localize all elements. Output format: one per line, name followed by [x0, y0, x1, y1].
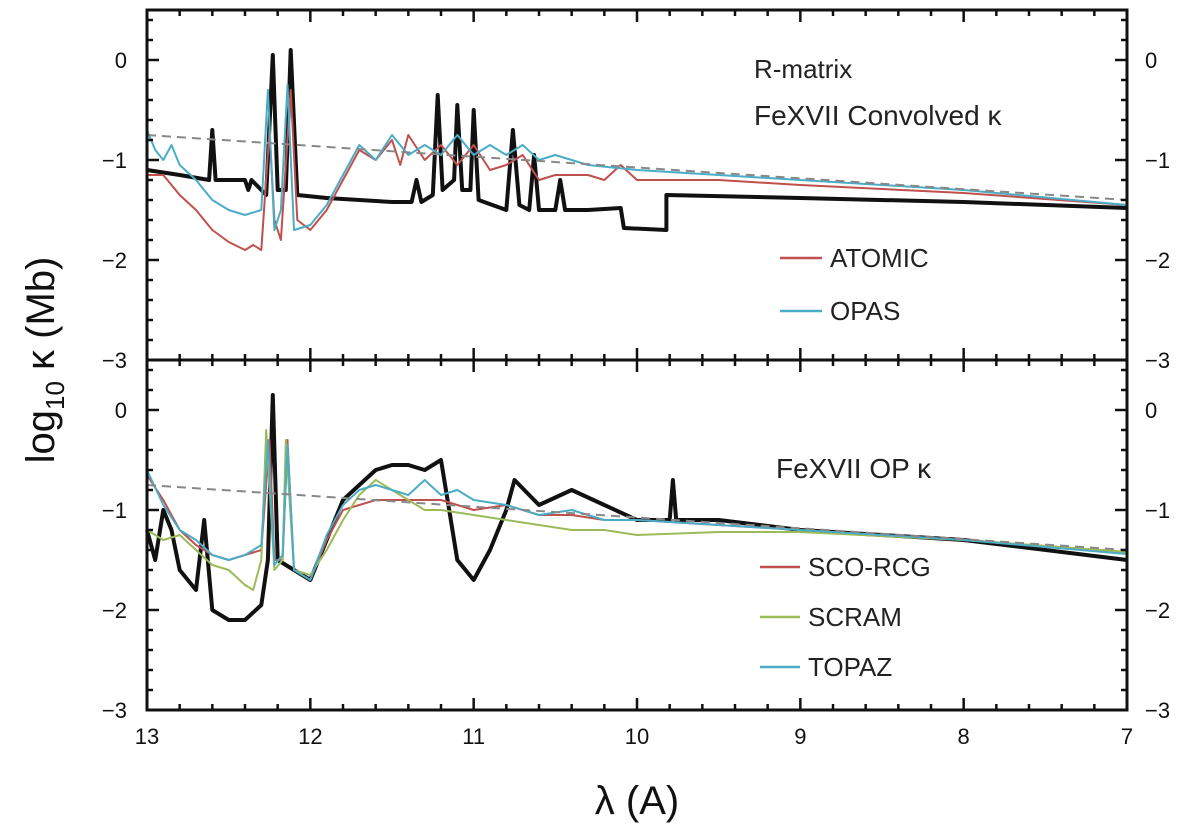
y-tick-label-left: 0	[115, 398, 127, 423]
y-tick-label-left: −1	[102, 148, 127, 173]
series-line-reference-p1	[146, 484, 1128, 551]
legend-bottom: SCO-RCG SCRAM TOPAZ	[760, 552, 931, 682]
y-tick-label-right: −2	[1145, 248, 1170, 273]
y-tick-label-left: −1	[102, 498, 127, 523]
top-panel-frame	[145, 8, 1129, 362]
series-line-atomic-p0	[147, 89, 1128, 251]
y-tick-label-right: −2	[1145, 598, 1170, 623]
series-line-r-matrix-p0	[146, 48, 1128, 232]
x-tick-label: 12	[298, 724, 322, 749]
y-tick-label-right: −1	[1145, 498, 1170, 523]
y-tick-label-right: −1	[1145, 148, 1170, 173]
y-tick-label-right: 0	[1145, 48, 1157, 73]
top-panel-series	[146, 48, 1128, 251]
series-line-op-p1	[145, 393, 1128, 622]
y-tick-label-left: −3	[102, 698, 127, 723]
top-panel-ticks: 0 0 −1 −1 −2 −2 −3 −3	[102, 10, 1170, 373]
y-tick-label-right: −3	[1145, 698, 1170, 723]
x-tick-label: 7	[1121, 724, 1133, 749]
series-line-topaz-p1	[146, 439, 1128, 581]
y-tick-label-right: −3	[1145, 348, 1170, 373]
bottom-panel-ticks: 0 0 −1 −1 −2 −2 −3 −3 13 12 11 10 9 8 7	[102, 360, 1170, 749]
x-tick-label: 10	[625, 724, 649, 749]
y-tick-label-left: −2	[102, 598, 127, 623]
top-panel: 0 0 −1 −1 −2 −2 −3 −3 R-matrix FeXVII Convolved…	[102, 8, 1170, 373]
annotation-convolved-kappa: FeXVII Convolved κ	[754, 100, 1002, 131]
annotation-r-matrix: R-matrix	[754, 54, 852, 84]
bottom-panel: 0 0 −1 −1 −2 −2 −3 −3 13 12 11 10 9 8 7 FeXVII OP κ SC…	[102, 358, 1170, 749]
legend-label-sco-rcg: SCO-RCG	[808, 552, 931, 582]
y-tick-label-left: −2	[102, 248, 127, 273]
series-line-opas-p0	[146, 84, 1128, 231]
y-tick-label-left: −3	[102, 348, 127, 373]
series-line-scram-p1	[146, 429, 1128, 591]
annotation-op-kappa: FeXVII OP κ	[776, 453, 932, 484]
bottom-panel-series	[145, 393, 1128, 622]
legend-label-topaz: TOPAZ	[808, 652, 892, 682]
legend-label-scram: SCRAM	[808, 602, 902, 632]
y-axis-title: log10 κ (Mb)	[19, 257, 70, 464]
x-tick-label: 13	[135, 724, 159, 749]
y-tick-label-left: 0	[115, 48, 127, 73]
x-axis-title: λ (A)	[595, 779, 679, 823]
x-tick-label: 9	[794, 724, 806, 749]
x-tick-label: 11	[462, 724, 485, 749]
legend-label-opas: OPAS	[830, 296, 900, 326]
series-line-reference-p0	[146, 134, 1128, 201]
legend-label-atomic: ATOMIC	[830, 243, 929, 273]
legend-top: ATOMIC OPAS	[780, 243, 929, 326]
y-tick-label-right: 0	[1145, 398, 1157, 423]
x-tick-label: 8	[958, 724, 970, 749]
